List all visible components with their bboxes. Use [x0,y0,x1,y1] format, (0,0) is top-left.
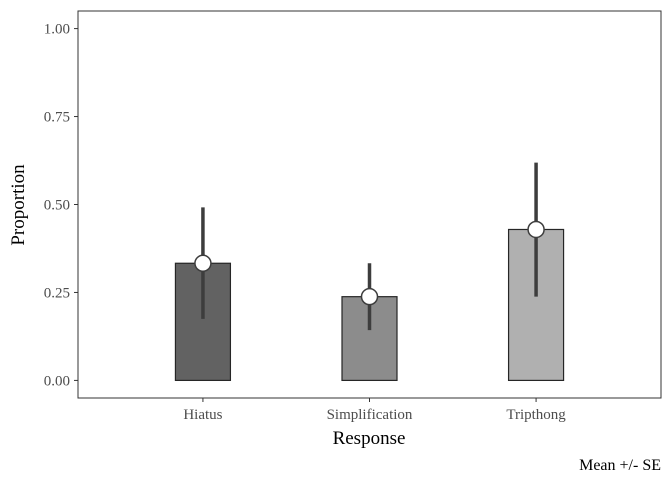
y-tick-label: 0.00 [44,373,70,389]
x-axis: Hiatus Simplification Tripthong [183,398,566,423]
y-tick-label: 1.00 [44,22,70,38]
plot-panel-border [77,10,662,399]
mean-point [360,287,379,306]
plot-marks [174,162,565,382]
x-tick-label: Tripthong [506,407,566,423]
y-tick-label: 0.50 [44,198,70,214]
x-axis-title: Response [333,428,406,449]
y-tick-label: 0.75 [44,110,70,126]
x-tick-label: Simplification [327,407,413,423]
y-axis: 0.00 0.25 0.50 0.75 1.00 [44,22,78,389]
y-axis-title: Proportion [8,164,29,246]
x-tick-label: Hiatus [183,407,222,423]
y-tick-label: 0.25 [44,285,70,301]
chart-caption: Mean +/- SE [579,457,661,474]
bar [507,228,565,382]
mean-point [194,254,212,273]
mean-point [527,220,545,239]
